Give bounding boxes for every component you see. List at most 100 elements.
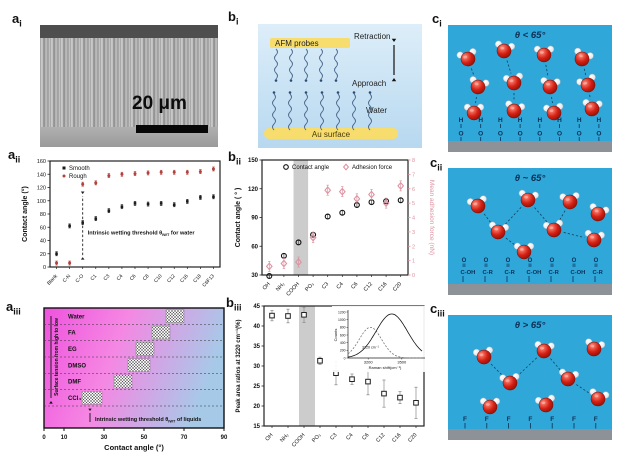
hydrogen-bond <box>551 96 553 104</box>
afm-probes-label: AFM probes <box>275 38 319 48</box>
data-point <box>280 259 288 268</box>
water-molecule <box>576 73 596 93</box>
data-point <box>338 187 346 196</box>
svg-text:100: 100 <box>37 199 46 205</box>
water-structure-intermediate: θ ~ 65° O C-OH O C-R O C-R O C-OH O C-R O C-OH O C-R <box>448 168 612 295</box>
svg-text:O: O <box>550 258 555 264</box>
legend-adhesion-force: Adhesion force <box>352 165 393 171</box>
svg-text:1200: 1200 <box>338 310 346 314</box>
hydrogen-bond <box>550 358 562 372</box>
svg-text:NH₂: NH₂ <box>279 432 290 444</box>
svg-text:70: 70 <box>181 435 188 441</box>
data-point <box>413 400 419 406</box>
svg-text:C6F13: C6F13 <box>201 273 216 288</box>
data-point <box>120 172 124 176</box>
svg-text:2: 2 <box>412 244 415 250</box>
data-point <box>324 186 332 195</box>
contact-angle-range <box>135 342 155 356</box>
surface-group-label: C-R <box>505 270 516 276</box>
data-point <box>185 170 189 174</box>
data-point <box>342 163 350 171</box>
svg-text:160: 160 <box>37 159 46 165</box>
water-molecule <box>466 195 487 214</box>
panel-label-ci: ci <box>432 11 442 29</box>
surface-tension-label: Surface tension from high to low <box>54 318 60 396</box>
liquid-label: DMSO <box>68 363 86 369</box>
svg-text:20: 20 <box>253 404 260 410</box>
sem-image: 20 μm <box>40 25 218 147</box>
svg-text:150: 150 <box>248 158 259 164</box>
hydrogen-bond <box>483 213 493 225</box>
svg-text:120: 120 <box>248 187 259 193</box>
data-point <box>68 261 72 265</box>
data-point <box>81 182 85 186</box>
water-molecule <box>585 338 606 357</box>
sem-top-band <box>40 25 218 38</box>
svg-text:PO₃: PO₃ <box>304 281 315 293</box>
theta-title: θ > 65° <box>515 320 546 331</box>
hydrogen-bond <box>490 363 504 377</box>
water-structure-hydrophobic: θ > 65° F F F F F F F <box>448 315 612 440</box>
molecule-chain <box>289 48 293 80</box>
svg-text:C18: C18 <box>192 273 203 284</box>
water-molecule <box>463 103 485 121</box>
approach-label: Approach <box>352 79 387 88</box>
svg-text:C16: C16 <box>377 281 388 293</box>
svg-text:F: F <box>485 416 489 423</box>
data-point <box>68 224 71 228</box>
water-molecule <box>589 203 610 222</box>
panel-label-aiii: aiii <box>6 299 21 317</box>
scale-bar-label: 20 μm <box>132 93 187 114</box>
scale-bar <box>136 125 208 133</box>
svg-text:O: O <box>518 131 523 138</box>
svg-text:1: 1 <box>412 259 415 265</box>
water-molecule <box>540 77 561 95</box>
substrate-strip <box>448 284 612 295</box>
svg-text:C16: C16 <box>391 432 402 444</box>
water-label: Water <box>366 106 388 115</box>
svg-text:C4: C4 <box>116 273 125 282</box>
left-axis-label: Contact angle ( ° ) <box>234 188 242 248</box>
water-molecule <box>472 346 494 365</box>
svg-text:20: 20 <box>40 252 46 258</box>
data-point <box>381 390 387 397</box>
panel-label-aii: aii <box>8 147 21 165</box>
svg-text:80: 80 <box>40 212 46 218</box>
svg-text:C3: C3 <box>103 273 112 282</box>
water-molecule <box>574 47 594 67</box>
svg-text:H: H <box>537 117 542 124</box>
data-point <box>172 203 176 207</box>
svg-text:F: F <box>572 416 576 423</box>
data-point <box>368 190 375 199</box>
data-point <box>295 239 302 246</box>
svg-text:O: O <box>484 258 489 264</box>
liquid-label: CCl₄ <box>68 396 81 402</box>
data-point <box>62 166 66 170</box>
water-background <box>448 168 612 295</box>
svg-text:40: 40 <box>253 324 260 330</box>
molecule-chain <box>288 93 292 131</box>
svg-text:O: O <box>594 258 599 264</box>
peak-area-ratio-chart: 15 20 25 30 35 40 45 Peak area ratios at 3220 c… <box>235 304 428 449</box>
liquid-label: EG <box>68 347 77 353</box>
surface-group-label: C-OH <box>527 270 542 276</box>
svg-text:C4: C4 <box>345 432 354 441</box>
data-point <box>339 209 346 216</box>
water-molecule <box>534 394 556 413</box>
svg-text:F: F <box>550 416 554 423</box>
svg-text:C12: C12 <box>363 281 374 293</box>
water-molecule <box>505 100 526 119</box>
legend-contact-angle: Contact angle <box>292 165 330 171</box>
liquid-wetting-threshold-chart: Water FA EG DMSO DMF CCl₄ Surface tension from… <box>42 307 228 452</box>
svg-text:8: 8 <box>412 158 415 164</box>
water-molecule <box>488 221 510 240</box>
hydrogen-bond <box>583 68 587 76</box>
hydrogen-bond <box>558 210 566 222</box>
data-point <box>172 170 176 174</box>
svg-text:45: 45 <box>253 304 260 310</box>
hydrogen-bond <box>475 96 477 104</box>
svg-text:H: H <box>557 117 562 124</box>
svg-text:H: H <box>478 117 483 124</box>
contact-angle-range <box>81 391 103 405</box>
water-molecule <box>558 368 580 387</box>
